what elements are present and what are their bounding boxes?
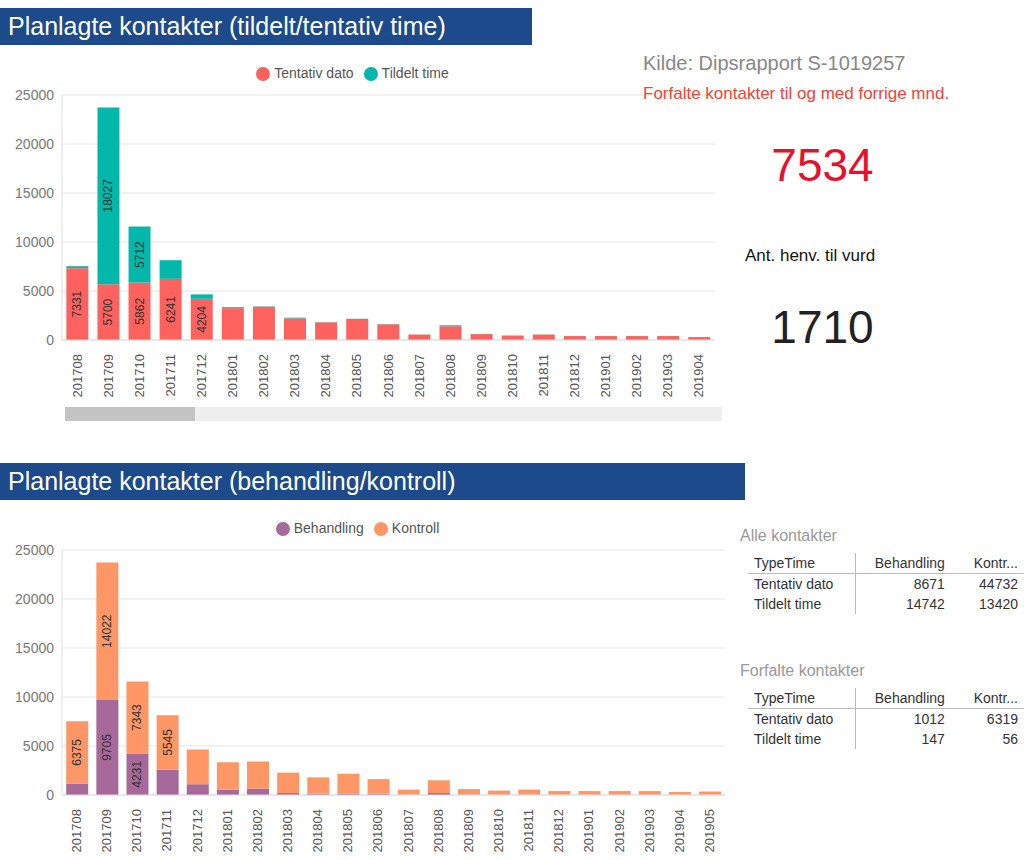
svg-text:201902: 201902 (629, 354, 644, 397)
svg-text:7343: 7343 (130, 704, 144, 731)
svg-text:201711: 201711 (163, 354, 178, 396)
svg-text:9705: 9705 (100, 734, 114, 761)
html-text:Behandling: Behandling (293, 520, 364, 536)
html-text:Kilde: Dipsrapport S-1019257: Kilde: Dipsrapport S-1019257 (643, 52, 906, 74)
svg-text:15000: 15000 (15, 640, 54, 656)
svg-text:201710: 201710 (132, 354, 147, 397)
svg-text:201712: 201712 (194, 354, 209, 397)
html-text:8671: 8671 (913, 576, 945, 592)
html-text:44732: 44732 (979, 576, 1018, 592)
svg-text:201802: 201802 (250, 809, 265, 852)
svg-text:201804: 201804 (310, 809, 325, 852)
html-text:147: 147 (921, 731, 945, 747)
svg-text:201803: 201803 (280, 809, 295, 852)
svg-text:25000: 25000 (15, 87, 54, 103)
svg-text:25000: 25000 (15, 542, 54, 558)
html-text:Tentativ dato: Tentativ dato (754, 576, 834, 592)
svg-text:5000: 5000 (23, 738, 54, 754)
svg-text:201902: 201902 (612, 809, 627, 852)
svg-text:201901: 201901 (598, 354, 613, 397)
svg-text:20000: 20000 (15, 591, 54, 607)
html-text:Ant. henv. til vurd: Ant. henv. til vurd (745, 246, 876, 265)
svg-text:201806: 201806 (381, 354, 396, 397)
svg-text:6241: 6241 (164, 296, 178, 323)
svg-text:201807: 201807 (401, 809, 416, 852)
html-text:Tildelt time: Tildelt time (754, 731, 822, 747)
html-text:TypeTime: TypeTime (754, 690, 815, 706)
svg-text:201712: 201712 (190, 809, 205, 852)
svg-text:4231: 4231 (130, 761, 144, 788)
svg-text:201708: 201708 (70, 354, 85, 397)
html-text:1710: 1710 (771, 301, 874, 353)
html-text:14742: 14742 (905, 596, 945, 612)
svg-text:201905: 201905 (702, 809, 717, 852)
html-text:13420: 13420 (979, 596, 1018, 612)
svg-text:18027: 18027 (101, 179, 115, 213)
html-text:1012: 1012 (913, 711, 945, 727)
svg-text:201802: 201802 (256, 354, 271, 397)
svg-text:201808: 201808 (431, 809, 446, 852)
svg-text:10000: 10000 (15, 234, 54, 250)
html-text:TypeTime: TypeTime (754, 555, 815, 571)
html-text:Tildelt time: Tildelt time (381, 65, 449, 81)
svg-text:201807: 201807 (412, 354, 427, 397)
svg-text:201904: 201904 (691, 354, 706, 397)
svg-text:201711: 201711 (159, 809, 174, 851)
html-text:Kontr...: Kontr... (973, 555, 1018, 571)
svg-text:4204: 4204 (195, 306, 209, 333)
html-text:Behandling: Behandling (874, 555, 945, 571)
svg-text:7331: 7331 (70, 290, 84, 317)
svg-text:201709: 201709 (101, 354, 116, 397)
svg-text:201812: 201812 (551, 809, 566, 852)
svg-text:201808: 201808 (443, 354, 458, 397)
html-text:Kontroll: Kontroll (391, 520, 440, 536)
svg-text:15000: 15000 (15, 185, 54, 201)
html-text:Forfalte kontakter: Forfalte kontakter (740, 662, 865, 679)
svg-text:201810: 201810 (491, 809, 506, 852)
html-text:Forfalte kontakter til og med: Forfalte kontakter til og med forrige mn… (643, 84, 950, 103)
svg-text:201901: 201901 (581, 809, 596, 852)
svg-text:201811: 201811 (536, 354, 551, 396)
svg-text:5545: 5545 (161, 729, 175, 756)
svg-text:201801: 201801 (220, 809, 235, 852)
html-text:Kontr...: Kontr... (973, 690, 1018, 706)
svg-text:10000: 10000 (15, 689, 54, 705)
svg-text:201809: 201809 (461, 809, 476, 852)
svg-text:201812: 201812 (567, 354, 582, 397)
svg-text:6375: 6375 (70, 739, 84, 766)
html-text:Tentativ dato: Tentativ dato (754, 711, 834, 727)
svg-text:5712: 5712 (133, 241, 147, 268)
svg-text:0: 0 (46, 787, 54, 803)
html-text:56: 56 (1002, 731, 1018, 747)
svg-text:201801: 201801 (225, 354, 240, 397)
html-text:Planlagte kontakter (behandlin: Planlagte kontakter (behandling/kontroll… (8, 467, 456, 495)
svg-text:201903: 201903 (660, 354, 675, 397)
html-text:Planlagte kontakter (tildelt/t: Planlagte kontakter (tildelt/tentativ ti… (8, 12, 446, 40)
svg-text:5862: 5862 (133, 298, 147, 325)
html-text:6319: 6319 (986, 711, 1018, 727)
html-text:7534: 7534 (771, 139, 874, 191)
html-text:Tentativ dato: Tentativ dato (274, 65, 354, 81)
svg-text:0: 0 (46, 332, 54, 348)
svg-text:201811: 201811 (521, 809, 536, 851)
svg-text:20000: 20000 (15, 136, 54, 152)
svg-text:201809: 201809 (474, 354, 489, 397)
svg-text:201903: 201903 (642, 809, 657, 852)
svg-text:201806: 201806 (370, 809, 385, 852)
svg-text:201804: 201804 (318, 354, 333, 397)
html-text:Behandling: Behandling (874, 690, 945, 706)
svg-text:5700: 5700 (101, 298, 115, 325)
html-text:Alle kontakter: Alle kontakter (740, 527, 837, 544)
svg-text:201805: 201805 (349, 354, 364, 397)
html-text:Tildelt time: Tildelt time (754, 596, 822, 612)
svg-text:201708: 201708 (69, 809, 84, 852)
svg-text:201710: 201710 (129, 809, 144, 852)
svg-text:5000: 5000 (23, 283, 54, 299)
svg-text:201904: 201904 (672, 809, 687, 852)
svg-text:201810: 201810 (505, 354, 520, 397)
svg-text:201803: 201803 (287, 354, 302, 397)
svg-text:201709: 201709 (99, 809, 114, 852)
svg-text:14022: 14022 (100, 614, 114, 648)
svg-text:201805: 201805 (340, 809, 355, 852)
